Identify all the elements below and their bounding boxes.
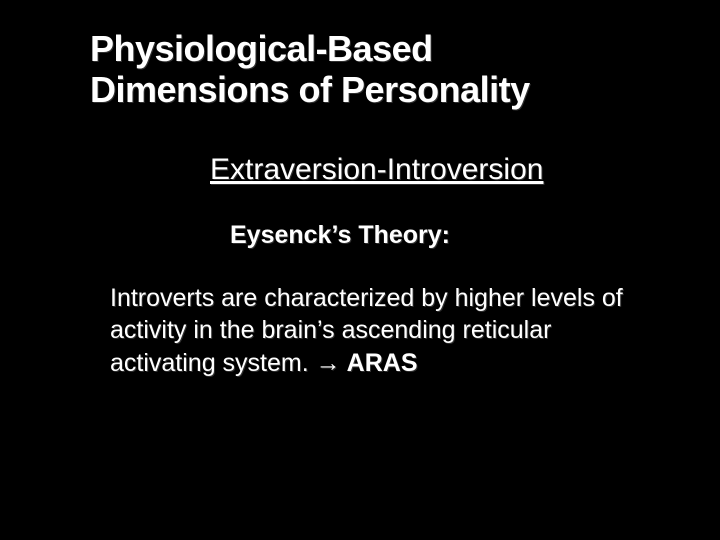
slide-title: Physiological-Based Dimensions of Person…	[90, 28, 660, 111]
title-line-1: Physiological-Based	[90, 28, 433, 69]
theory-label: Eysenck’s Theory:	[230, 221, 660, 250]
arrow-icon: →	[316, 349, 341, 377]
acronym-text: ARAS	[341, 349, 418, 377]
slide-container: Physiological-Based Dimensions of Person…	[0, 0, 720, 540]
title-line-2: Dimensions of Personality	[90, 69, 530, 110]
slide-subtitle: Extraversion-Introversion	[210, 153, 660, 187]
body-paragraph: Introverts are characterized by higher l…	[110, 282, 660, 380]
